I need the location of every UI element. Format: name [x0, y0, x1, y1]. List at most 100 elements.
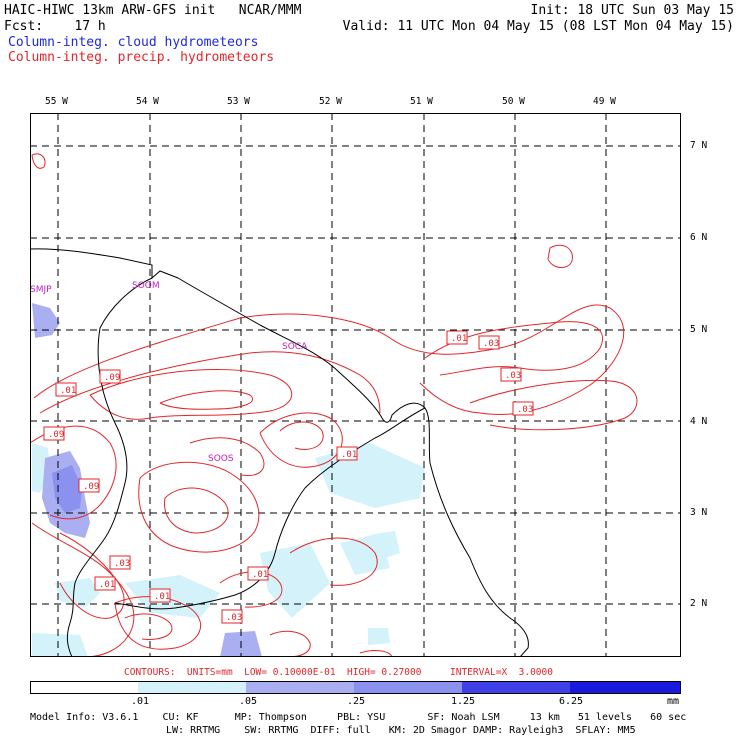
cloud-fill-area — [32, 303, 60, 338]
lat-label: 4 N — [690, 416, 708, 427]
cloud-fill-area — [260, 543, 330, 618]
cloud-fill-area — [32, 633, 88, 657]
model-info-line2: LW: RRTMG SW: RRTMG DIFF: full KM: 2D Sm… — [166, 725, 636, 736]
contour-label-text: .01 — [341, 450, 357, 460]
contour-line — [219, 571, 283, 608]
map-panel: SMJP SOOM SOCA SOOS .01 .03 .03 .03 .09 … — [30, 113, 681, 657]
contour-line — [159, 390, 253, 410]
contour-label: .09 — [99, 369, 121, 384]
border-path — [66, 277, 153, 657]
cloud-fill-area — [55, 578, 100, 608]
precip-contours — [30, 153, 638, 657]
contour-label: .01 — [149, 588, 171, 603]
contour-line — [289, 537, 378, 586]
station-label: SOCA — [282, 342, 308, 352]
colorbar-label: .05 — [239, 696, 258, 707]
colorbar — [30, 681, 681, 694]
contour-line — [33, 304, 625, 415]
colorbar-swatch — [570, 681, 681, 694]
lat-label: 2 N — [690, 598, 708, 609]
contour-line — [189, 437, 265, 477]
contour-line — [59, 532, 125, 619]
cloud-fill-area — [125, 575, 220, 618]
header-forecast-hour: Fcst: 17 h — [4, 19, 106, 34]
contour-label-text: .01 — [60, 386, 76, 396]
contour-label-text: .09 — [83, 482, 99, 492]
contour-label: .09 — [78, 478, 100, 493]
legend-precip-label: Column-integ. precip. hydrometeors — [8, 50, 275, 65]
border-path — [114, 407, 426, 610]
lat-lon-grid — [30, 113, 681, 657]
header-init-time: Init: 18 UTC Sun 03 May 15 — [530, 3, 735, 18]
colorbar-swatch — [246, 681, 354, 694]
cloud-fill-area — [380, 531, 400, 558]
colorbar-frame — [30, 681, 681, 694]
contour-label-text: .09 — [104, 373, 120, 383]
contour-label: .01 — [336, 446, 358, 461]
contour-label-text: .03 — [517, 405, 533, 415]
contour-label-text: .03 — [505, 371, 521, 381]
lat-label: 3 N — [690, 507, 708, 518]
contour-label: .03 — [500, 367, 522, 382]
cloud-fill-area — [368, 628, 390, 645]
contour-label-text: .01 — [154, 592, 170, 602]
lon-label: 50 W — [502, 96, 525, 107]
colorbar-swatch — [462, 681, 570, 694]
contour-line — [269, 630, 311, 657]
contour-label-text: .01 — [99, 580, 115, 590]
colorbar-label: .01 — [131, 696, 150, 707]
coastline — [30, 248, 529, 657]
contour-label-text: .09 — [48, 430, 64, 440]
contour-label-text: .01 — [252, 570, 268, 580]
contour-value-labels: .01 .03 .03 .03 .09 .01 .09 .09 .01 .03 … — [43, 330, 534, 624]
station-label: SOOS — [208, 454, 234, 464]
contour-label: .01 — [94, 576, 116, 591]
lon-label: 49 W — [593, 96, 616, 107]
contour-line — [359, 649, 393, 657]
map-frame — [30, 113, 681, 657]
contour-label-text: .03 — [114, 559, 130, 569]
contour-label-text: .03 — [226, 613, 242, 623]
contour-label: .03 — [109, 555, 131, 570]
lon-label: 51 W — [410, 96, 433, 107]
station-label: SOOM — [132, 281, 160, 291]
contour-label: .03 — [221, 609, 243, 624]
contour-label: .01 — [247, 566, 269, 581]
contour-line — [279, 421, 324, 450]
header-title: HAIC-HIWC 13km ARW-GFS init NCAR/MMM — [4, 3, 302, 18]
contour-line — [469, 380, 638, 431]
contour-line — [31, 153, 46, 169]
contour-line — [424, 321, 603, 376]
lat-label: 6 N — [690, 232, 708, 243]
contour-label-text: .01 — [451, 334, 467, 344]
colorbar-units: mm — [667, 696, 680, 707]
contour-label: .01 — [55, 382, 77, 397]
model-info-line1: Model Info: V3.6.1 CU: KF MP: Thompson P… — [30, 712, 687, 723]
colorbar-label: 6.25 — [559, 696, 584, 707]
lon-label: 53 W — [227, 96, 250, 107]
contour-line — [30, 425, 117, 520]
contour-label: .09 — [43, 426, 65, 441]
lon-label: 54 W — [136, 96, 159, 107]
lon-label: 52 W — [319, 96, 342, 107]
header-valid-time: Valid: 11 UTC Mon 04 May 15 (08 LST Mon … — [342, 19, 734, 34]
colorbar-swatch — [354, 681, 462, 694]
lat-label: 7 N — [690, 140, 708, 151]
contour-line — [164, 487, 229, 534]
contour-line — [547, 244, 573, 268]
contour-line — [89, 369, 293, 420]
colorbar-swatch — [30, 681, 138, 694]
cloud-fill-area — [52, 465, 82, 513]
colorbar-swatch — [138, 681, 246, 694]
contour-line — [259, 412, 343, 468]
contour-line — [124, 613, 173, 640]
coastline-path — [30, 248, 529, 657]
station-labels: SMJP SOOM SOCA SOOS — [30, 281, 308, 464]
lat-label: 5 N — [690, 324, 708, 335]
contour-line — [39, 351, 381, 414]
contour-label: .03 — [512, 401, 534, 416]
contour-label-text: .03 — [483, 339, 499, 349]
contour-line — [31, 522, 135, 657]
colorbar-label: .25 — [347, 696, 366, 707]
colorbar-label: 1.25 — [451, 696, 476, 707]
